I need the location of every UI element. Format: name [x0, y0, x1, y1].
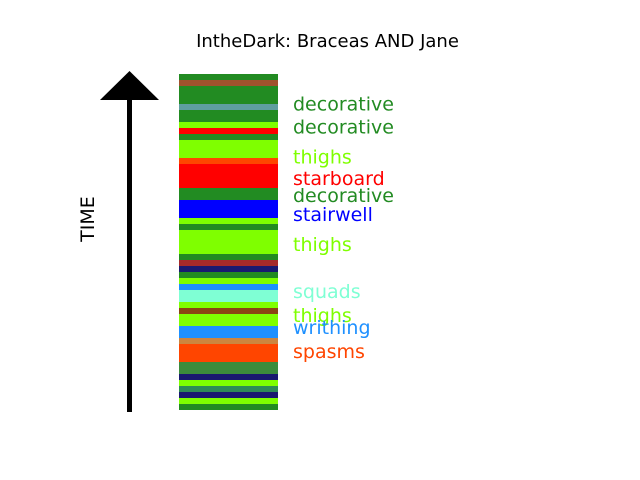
band-0	[179, 404, 278, 410]
band-label-4: decorative	[293, 185, 394, 207]
time-arrow-icon	[100, 71, 159, 412]
band-label-0: decorative	[293, 94, 394, 116]
band-36	[179, 74, 278, 80]
band-21	[179, 224, 278, 230]
band-22	[179, 218, 278, 224]
band-labels: decorativedecorativethighsstarboarddecor…	[293, 94, 394, 363]
band-5	[179, 374, 278, 380]
band-label-8: thighs	[293, 305, 352, 327]
band-16	[179, 272, 278, 278]
band-18	[179, 260, 278, 266]
band-label-9: writhing	[293, 317, 371, 339]
band-14	[179, 284, 278, 290]
band-4	[179, 380, 278, 386]
band-2	[179, 392, 278, 398]
band-label-3: starboard	[293, 168, 385, 190]
band-8	[179, 338, 278, 344]
band-9	[179, 326, 278, 338]
band-label-5: stairwell	[293, 204, 373, 226]
band-1	[179, 398, 278, 404]
band-11	[179, 308, 278, 314]
band-23	[179, 200, 278, 218]
band-29	[179, 128, 278, 134]
band-label-2: thighs	[293, 147, 352, 169]
band-strip	[179, 74, 278, 410]
band-31	[179, 110, 278, 122]
band-28	[179, 134, 278, 140]
band-24	[179, 188, 278, 200]
band-25	[179, 164, 278, 188]
band-30	[179, 122, 278, 128]
band-34	[179, 86, 278, 92]
band-3	[179, 386, 278, 392]
band-35	[179, 80, 278, 86]
band-19	[179, 254, 278, 260]
band-label-7: squads	[293, 281, 361, 303]
band-label-10: spasms	[293, 341, 365, 363]
band-6	[179, 362, 278, 374]
band-27	[179, 140, 278, 158]
band-7	[179, 344, 278, 362]
band-26	[179, 158, 278, 164]
band-label-6: thighs	[293, 234, 352, 256]
band-12	[179, 302, 278, 308]
band-label-1: decorative	[293, 117, 394, 139]
band-13	[179, 290, 278, 302]
band-17	[179, 266, 278, 272]
band-20	[179, 230, 278, 254]
band-15	[179, 278, 278, 284]
band-32	[179, 104, 278, 110]
band-33	[179, 92, 278, 104]
chart-title: IntheDark: Braceas AND Jane	[196, 31, 459, 52]
band-10	[179, 314, 278, 326]
